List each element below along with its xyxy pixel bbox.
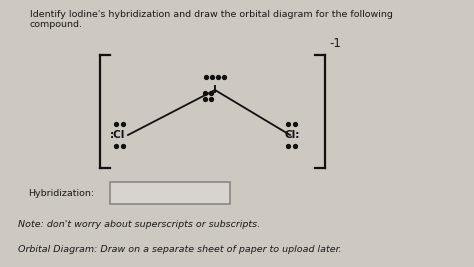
Text: Cl:: Cl: xyxy=(285,130,301,140)
Text: I: I xyxy=(213,85,217,95)
Text: Note: don't worry about superscripts or subscripts.: Note: don't worry about superscripts or … xyxy=(18,220,260,229)
Bar xyxy=(110,182,230,204)
Text: -1: -1 xyxy=(329,37,341,50)
Text: Identify Iodine's hybridization and draw the orbital diagram for the following
c: Identify Iodine's hybridization and draw… xyxy=(30,10,393,29)
Text: Orbital Diagram: Draw on a separate sheet of paper to upload later.: Orbital Diagram: Draw on a separate shee… xyxy=(18,245,342,254)
Text: :Cl: :Cl xyxy=(110,130,126,140)
Text: Hybridization:: Hybridization: xyxy=(28,189,94,198)
